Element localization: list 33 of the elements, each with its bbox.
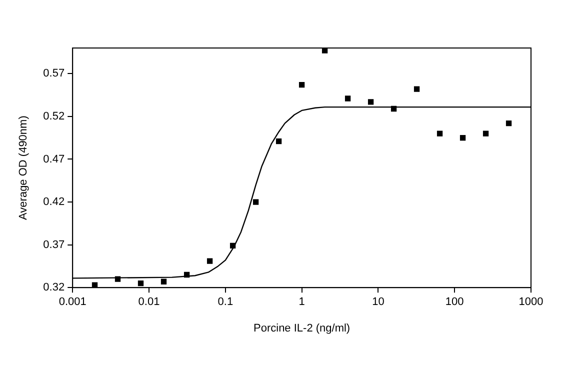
point xyxy=(184,272,190,278)
y-tick-label: 0.57 xyxy=(43,68,65,80)
point xyxy=(368,99,374,105)
x-tick-label: 1 xyxy=(298,296,305,308)
point xyxy=(506,120,512,126)
x-tick-label: 0.01 xyxy=(138,296,160,308)
point xyxy=(160,278,167,284)
point xyxy=(276,138,282,144)
x-axis-title: Porcine IL-2 (ng/ml) xyxy=(254,322,350,334)
point xyxy=(298,82,305,88)
point xyxy=(414,86,420,92)
point xyxy=(322,48,328,54)
point xyxy=(390,106,397,112)
point xyxy=(436,130,443,136)
x-tick-label: 10 xyxy=(372,296,384,308)
x-tick-label: 1000 xyxy=(518,296,544,308)
point xyxy=(344,96,351,102)
point xyxy=(482,130,489,136)
y-tick-label: 0.52 xyxy=(43,110,65,122)
x-tick-label: 0.1 xyxy=(218,296,234,308)
point xyxy=(252,199,259,205)
y-tick-label: 0.42 xyxy=(43,196,65,208)
y-tick-label: 0.32 xyxy=(43,282,65,294)
point xyxy=(230,242,236,248)
x-tick-label: 0.001 xyxy=(58,296,86,308)
y-axis-title: Average OD (490nm) xyxy=(18,116,30,220)
point xyxy=(460,135,466,141)
point xyxy=(114,276,121,282)
y-tick-label: 0.37 xyxy=(43,238,65,251)
point xyxy=(138,280,144,286)
y-tick-label: 0.47 xyxy=(43,153,65,166)
point xyxy=(206,258,213,264)
x-tick-label: 100 xyxy=(445,296,464,308)
